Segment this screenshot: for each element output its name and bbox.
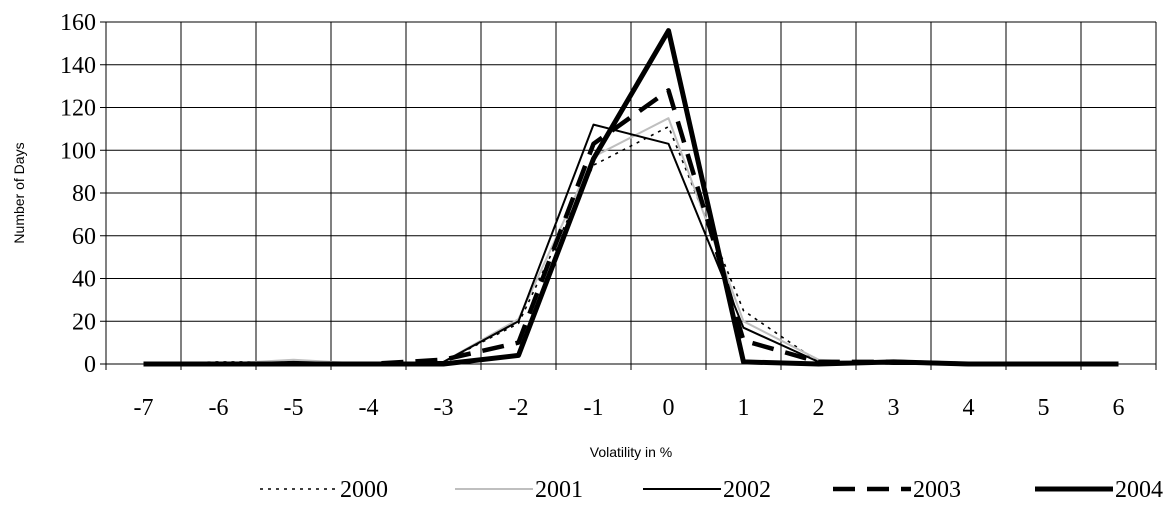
y-tick-label: 80 [72,181,96,207]
x-tick-label: 1 [738,395,750,421]
series-line-2004 [143,28,1119,367]
x-tick-label: 3 [888,395,900,421]
tick-labels: 0 20 40 60 80 100 120 140 160 -7 -6 -5 -4 -3 -2 -1 0 1 2 3 4… [60,10,1125,421]
x-tick-label: 4 [963,395,975,421]
y-tick-label: 120 [60,96,96,122]
y-tick-label: 140 [60,53,96,79]
x-tick-label: -2 [509,395,529,421]
x-tick-label: -4 [359,395,379,421]
legend-label-2001: 2001 [535,477,583,503]
y-tick-label: 160 [60,10,96,36]
legend-label-2000: 2000 [340,477,388,503]
x-tick-label: -3 [434,395,454,421]
x-tick-label: -7 [134,395,154,421]
x-axis-title: Volatility in % [590,444,672,460]
legend-label-2003: 2003 [913,477,961,503]
legend: 2000 2001 2002 2003 2004 [260,477,1163,503]
legend-label-2004: 2004 [1115,477,1163,503]
y-tick-label: 0 [84,352,96,378]
x-tick-label: -5 [284,395,304,421]
y-tick-label: 20 [72,309,96,335]
y-axis-title: Number of Days [11,142,27,243]
axes [100,21,1157,370]
grid [106,21,1157,364]
x-tick-label: 5 [1038,395,1050,421]
x-tick-label: -1 [584,395,604,421]
x-tick-label: 0 [663,395,675,421]
legend-label-2002: 2002 [723,477,771,503]
series-lines [143,28,1119,367]
y-tick-label: 60 [72,224,96,250]
y-tick-label: 40 [72,267,96,293]
y-tick-label: 100 [60,138,96,164]
x-tick-label: 2 [813,395,825,421]
x-tick-label: -6 [209,395,229,421]
x-tick-label: 6 [1113,395,1125,421]
